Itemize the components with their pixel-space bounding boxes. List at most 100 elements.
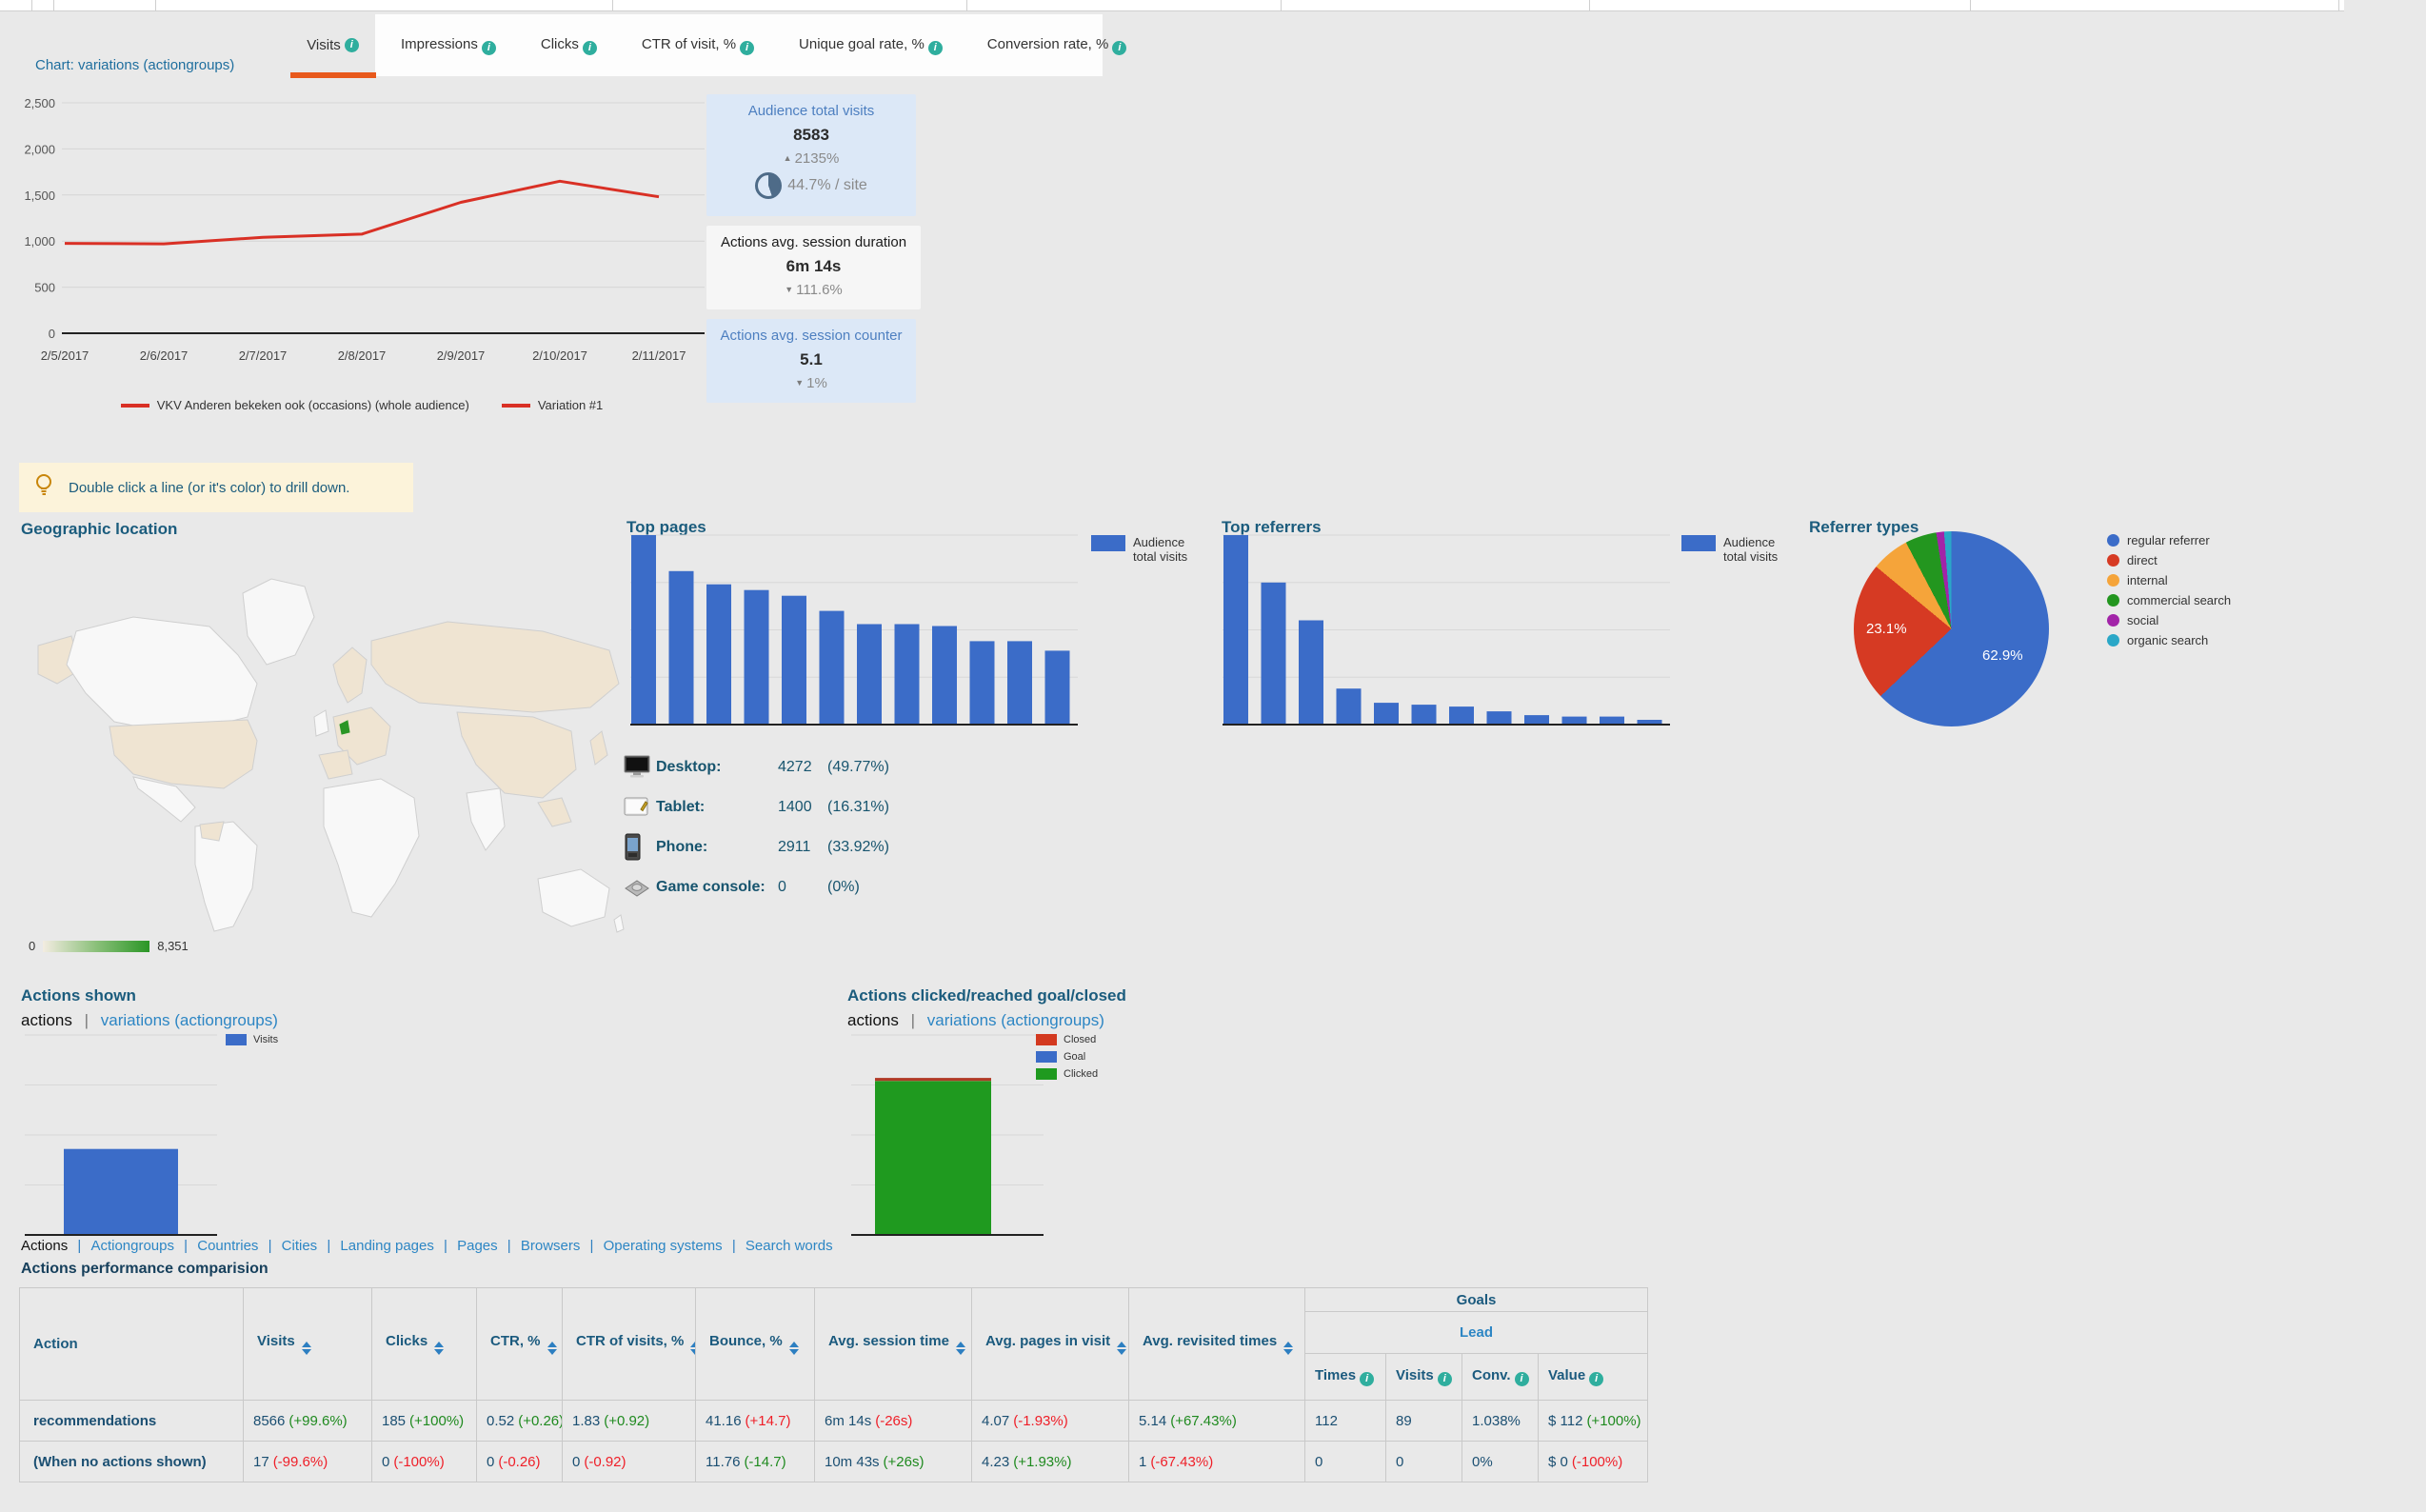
metric-delta: (+100%): [409, 1412, 465, 1429]
bar[interactable]: [819, 610, 845, 725]
column-header-clicks[interactable]: Clicks: [371, 1287, 477, 1401]
action-name-cell[interactable]: (When no actions shown): [19, 1441, 244, 1482]
tab-ctr-of-visit-[interactable]: CTR of visit, % i: [642, 36, 755, 55]
info-icon[interactable]: i: [927, 40, 943, 55]
bar[interactable]: [1486, 711, 1512, 725]
pie-legend-item[interactable]: social: [2107, 613, 2231, 627]
pie-legend-item[interactable]: internal: [2107, 573, 2231, 587]
tab-impressions[interactable]: Impressions i: [401, 36, 496, 55]
info-icon[interactable]: i: [1514, 1372, 1529, 1386]
bar[interactable]: [1411, 705, 1437, 725]
bar[interactable]: [706, 584, 731, 725]
bar[interactable]: [1524, 715, 1549, 726]
info-icon[interactable]: i: [740, 40, 755, 55]
nav-item-actions-active[interactable]: Actions: [21, 1238, 69, 1254]
info-icon[interactable]: i: [1589, 1372, 1604, 1386]
tab-conversion-rate-[interactable]: Conversion rate, % i: [987, 36, 1127, 55]
top-referrers-chart[interactable]: [1219, 533, 1674, 726]
bar[interactable]: [1600, 716, 1624, 725]
bar[interactable]: [969, 641, 995, 725]
sort-icon[interactable]: [690, 1342, 695, 1355]
column-header-bounce-%[interactable]: Bounce, %: [695, 1287, 815, 1401]
goals-sub-header-lead[interactable]: Lead: [1304, 1311, 1648, 1354]
pie-legend-item[interactable]: direct: [2107, 553, 2231, 567]
column-header-avg-session-time[interactable]: Avg. session time: [814, 1287, 972, 1401]
metric-cell: 41.16 (+14.7): [695, 1400, 815, 1442]
legend-label: commercial search: [2127, 593, 2232, 607]
tab-clicks[interactable]: Clicks i: [541, 36, 597, 55]
sort-icon[interactable]: [788, 1342, 799, 1355]
pie-legend-item[interactable]: organic search: [2107, 633, 2231, 647]
actions-clicked-subnav: actions | variations (actiongroups): [847, 1011, 1104, 1030]
bar[interactable]: [1299, 620, 1323, 726]
bar[interactable]: [1007, 641, 1032, 725]
bar-segment-clicked[interactable]: [875, 1081, 991, 1235]
bar[interactable]: [668, 570, 694, 725]
info-icon[interactable]: i: [582, 40, 597, 55]
column-header-visits[interactable]: Visits: [243, 1287, 372, 1401]
metric-value: 0%: [1472, 1453, 1493, 1470]
nav-item-browsers[interactable]: Browsers: [520, 1238, 581, 1254]
nav-item-countries[interactable]: Countries: [197, 1238, 259, 1254]
subnav-variations-link[interactable]: variations (actiongroups): [100, 1011, 278, 1029]
nav-item-search-words[interactable]: Search words: [745, 1238, 833, 1254]
nav-item-operating-systems[interactable]: Operating systems: [603, 1238, 723, 1254]
bar-segment-closed[interactable]: [875, 1078, 991, 1082]
bar[interactable]: [782, 595, 806, 725]
info-icon[interactable]: i: [1437, 1372, 1452, 1386]
column-header-avg-pages-in-visit[interactable]: Avg. pages in visit: [971, 1287, 1129, 1401]
bar[interactable]: [1637, 720, 1662, 725]
bar[interactable]: [932, 626, 957, 726]
nav-item-landing-pages[interactable]: Landing pages: [340, 1238, 434, 1254]
tab-visits[interactable]: Visits i: [290, 14, 375, 76]
info-icon[interactable]: i: [481, 40, 496, 55]
subnav-actions[interactable]: actions: [847, 1011, 899, 1029]
nav-item-pages[interactable]: Pages: [457, 1238, 498, 1254]
line-legend-item[interactable]: Variation #1: [501, 398, 604, 412]
chart-header: Chart: variations (actiongroups): [35, 57, 235, 73]
bar[interactable]: [1449, 706, 1474, 725]
goal-column-header-times: Times i: [1304, 1353, 1386, 1401]
sort-icon[interactable]: [301, 1342, 311, 1355]
sort-icon[interactable]: [434, 1342, 445, 1355]
bar[interactable]: [64, 1148, 178, 1235]
variations-line-chart[interactable]: 2,500 2,000 1,500 1,000 500 0 2/5/2017 2/6/2017…: [19, 90, 705, 376]
bar[interactable]: [1223, 535, 1248, 725]
lead-link[interactable]: Lead: [1459, 1324, 1493, 1341]
top-pages-chart[interactable]: [626, 533, 1082, 726]
subnav-variations-link[interactable]: variations (actiongroups): [926, 1011, 1104, 1029]
column-header-ctr-%[interactable]: CTR, %: [476, 1287, 563, 1401]
world-map[interactable]: [19, 541, 628, 933]
bar[interactable]: [857, 624, 882, 726]
info-icon[interactable]: i: [1112, 40, 1127, 55]
bar[interactable]: [744, 589, 769, 725]
sort-icon[interactable]: [547, 1342, 557, 1355]
pie-legend-item[interactable]: regular referrer: [2107, 533, 2231, 547]
bar[interactable]: [1044, 650, 1070, 725]
bar[interactable]: [1336, 688, 1362, 725]
subnav-actions[interactable]: actions: [21, 1011, 72, 1029]
sort-icon[interactable]: [1117, 1342, 1127, 1355]
bar[interactable]: [894, 624, 920, 726]
sort-icon[interactable]: [956, 1342, 965, 1355]
device-pct: (33.92%): [827, 839, 889, 855]
legend-label: Variation #1: [537, 398, 604, 412]
bar[interactable]: [1374, 703, 1399, 725]
tab-unique-goal-rate-[interactable]: Unique goal rate, % i: [799, 36, 943, 55]
nav-item-actiongroups[interactable]: Actiongroups: [90, 1238, 174, 1254]
info-icon[interactable]: i: [344, 38, 359, 52]
info-icon[interactable]: i: [1360, 1372, 1375, 1386]
action-name-cell[interactable]: recommendations: [19, 1400, 244, 1442]
bar[interactable]: [1261, 582, 1286, 726]
bar[interactable]: [1561, 716, 1587, 725]
referrer-types-pie[interactable]: [1854, 531, 2049, 726]
actions-clicked-chart[interactable]: [847, 1033, 1047, 1237]
line-legend-item[interactable]: VKV Anderen bekeken ook (occasions) (who…: [120, 398, 469, 412]
column-header-ctr-of-visits-%[interactable]: CTR of visits, %: [562, 1287, 696, 1401]
actions-shown-chart[interactable]: [21, 1033, 221, 1237]
bar[interactable]: [631, 535, 656, 725]
pie-legend-item[interactable]: commercial search: [2107, 593, 2231, 607]
sort-icon[interactable]: [1283, 1342, 1294, 1355]
nav-item-cities[interactable]: Cities: [281, 1238, 318, 1254]
column-header-avg-revisited-times[interactable]: Avg. revisited times: [1128, 1287, 1305, 1401]
